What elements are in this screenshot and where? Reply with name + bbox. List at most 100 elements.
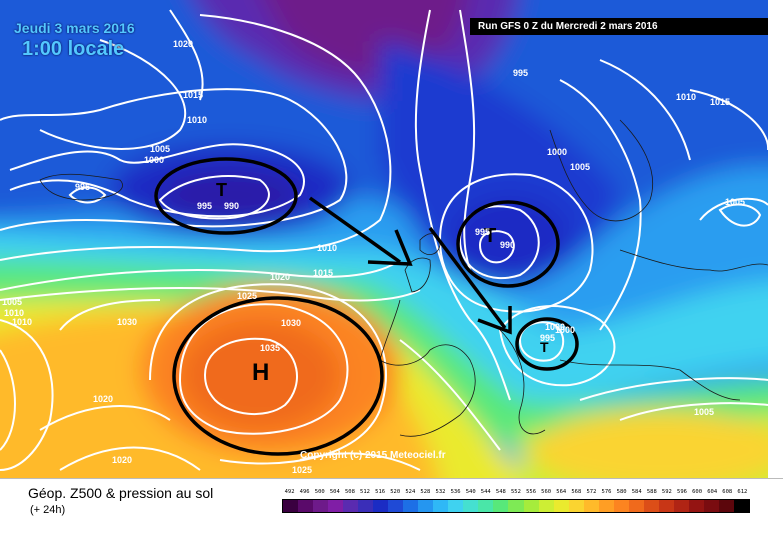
arrow-1-shaft [308, 196, 402, 264]
legend-value: 496 [299, 489, 310, 495]
legend-value: 584 [631, 489, 642, 495]
arrow-2-shaft [428, 226, 507, 330]
right-margin [768, 0, 783, 478]
forecast-date: Jeudi 3 mars 2016 [14, 20, 135, 36]
isobar-label: 995 [513, 68, 528, 78]
low-north-sea-circle [456, 200, 560, 288]
low-iceland-label: T [216, 180, 227, 200]
legend-value: 508 [344, 489, 355, 495]
legend-value: 528 [420, 489, 431, 495]
legend-swatch [598, 500, 614, 512]
legend-swatch [508, 500, 524, 512]
arrow-2-head [477, 306, 512, 335]
legend-swatch [403, 500, 419, 512]
legend-value: 524 [405, 489, 416, 495]
legend-value: 504 [329, 489, 340, 495]
forecast-offset: (+ 24h) [30, 504, 66, 516]
isobar-label: 1020 [173, 39, 193, 49]
isobar-label: 1035 [260, 343, 280, 353]
isobar-label: 1000 [547, 147, 567, 157]
map-footer: Géop. Z500 & pression au sol (+ 24h) 492… [0, 478, 783, 544]
legend-value: 596 [677, 489, 687, 495]
legend-value: 516 [375, 489, 386, 495]
isobar-label: 990 [224, 201, 239, 211]
isobar-label: 1010 [4, 308, 24, 318]
isobar-label: 990 [500, 240, 515, 250]
legend-value: 520 [390, 489, 401, 495]
isobar-label: 995 [197, 201, 212, 211]
isobar-label: 1005 [2, 297, 22, 307]
low-north-sea-label: T [484, 225, 496, 247]
isobars [0, 9, 768, 471]
isobar-label: 1005 [150, 144, 170, 154]
isobar-label: 1020 [93, 394, 113, 404]
isobar-label: 1000 [555, 325, 575, 335]
legend-value: 532 [435, 489, 446, 495]
legend-swatch [583, 500, 599, 512]
legend-swatch [358, 500, 374, 512]
legend-swatch [298, 500, 314, 512]
legend-swatch [658, 500, 674, 512]
legend-swatch [523, 500, 539, 512]
isobar-label: 995 [475, 227, 490, 237]
legend-swatch [343, 500, 359, 512]
weather-map: H T T T 1020 1015 1010 1005 1000 995 995… [0, 0, 768, 478]
legend-value: 600 [692, 489, 703, 495]
isobar-label: 1010 [12, 317, 32, 327]
legend-value: 568 [571, 489, 582, 495]
isobar-label: 1005 [694, 407, 714, 417]
legend-value: 572 [586, 489, 597, 495]
low-alps-circle [515, 317, 579, 371]
isobar-label: 1030 [281, 318, 301, 328]
legend-swatch [628, 500, 644, 512]
legend-swatch [703, 500, 719, 512]
legend-value: 552 [510, 489, 521, 495]
isobar-label: 1025 [292, 465, 312, 475]
forecast-time: 1:00 locale [22, 38, 125, 60]
isobar-label: 1000 [144, 155, 164, 165]
isobar-label: 1015 [710, 97, 730, 107]
legend-swatch [478, 500, 494, 512]
legend-swatch [673, 500, 689, 512]
legend-swatch [613, 500, 629, 512]
legend-value: 536 [450, 489, 461, 495]
map-title: Géop. Z500 & pression au sol [28, 485, 214, 501]
isobar-label: 1025 [237, 291, 257, 301]
legend-labels: 492 496 500 504 508 512 516 520 524 528 532 536 540 5… [282, 489, 750, 498]
legend-value: 612 [737, 489, 748, 495]
run-info: Run GFS 0 Z du Mercredi 2 mars 2016 [470, 18, 768, 35]
high-azores-circle [172, 296, 384, 456]
legend-value: 500 [314, 489, 325, 495]
legend-value: 492 [284, 489, 295, 495]
legend-swatch [493, 500, 509, 512]
isobar-label: 1010 [187, 115, 207, 125]
legend-swatch [568, 500, 584, 512]
legend-swatch [283, 500, 299, 512]
isobar-label: 995 [540, 333, 555, 343]
legend-value: 548 [495, 489, 506, 495]
legend-swatch [313, 500, 329, 512]
copyright: Copyright (c) 2015 Meteociel.fr [300, 450, 446, 461]
isobar-label: 1005 [725, 197, 745, 207]
legend-value: 588 [646, 489, 657, 495]
legend-swatch [643, 500, 659, 512]
legend-swatch [688, 500, 704, 512]
legend-value: 592 [661, 489, 672, 495]
high-center-label: H [252, 359, 269, 386]
legend-value: 560 [541, 489, 552, 495]
legend-value: 608 [722, 489, 733, 495]
legend-swatch [388, 500, 404, 512]
legend-value: 556 [526, 489, 537, 495]
isobar-label: 1015 [183, 90, 203, 100]
isobar-label: 1010 [317, 243, 337, 253]
legend-value: 576 [601, 489, 612, 495]
legend-swatch [538, 500, 554, 512]
legend-swatch [433, 500, 449, 512]
legend-swatch [553, 500, 569, 512]
legend-swatch [328, 500, 344, 512]
isobar-label: 995 [75, 182, 90, 192]
isobar-label: 1015 [313, 268, 333, 278]
legend-swatch [418, 500, 434, 512]
isobar-label: 1010 [676, 92, 696, 102]
legend-value: 512 [360, 489, 370, 495]
